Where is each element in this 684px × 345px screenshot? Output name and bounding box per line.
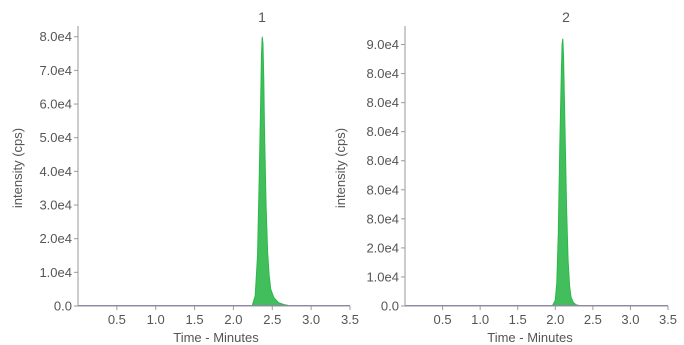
chart-1-x-axis-label: Time - Minutes [173,330,259,345]
chart-1-title: 1 [258,9,266,25]
chart-1-y-tick-label: 1.0e4 [39,265,72,280]
chart-1-y-axis-label: intensity (cps) [10,128,25,208]
chart-2-series-1-area [405,38,668,307]
chart-1-y-tick-label: 6.0e4 [39,97,72,112]
chart-1-y-tick-label: 0.0 [54,299,72,314]
chart-1-y-tick-label: 3.0e4 [39,198,72,213]
chart-2-x-tick-label: 1.0 [471,312,489,327]
chart-1-x-tick-label: 3.5 [341,312,359,327]
chart-2-y-tick-label: 2.0e4 [366,240,399,255]
chart-2-x-tick-label: 3.5 [659,312,677,327]
chart-1-y-tick-label: 4.0e4 [39,164,72,179]
chart-2-y-tick-label: 8.0e4 [366,182,399,197]
chart-panel-1: 1 intensity (cps) Time - Minutes 0.0 1.0e… [10,9,359,345]
chart-2-x-tick-label: 3.0 [621,312,639,327]
chart-1-x-tick-label: 2.0 [224,312,242,327]
chart-1-x-tick-label: 1.5 [186,312,204,327]
chart-2-x-tick-label: 0.5 [434,312,452,327]
chart-1-x-tick-label: 3.0 [302,312,320,327]
chart-panel-2: 2 intensity (cps) Time - Minutes 0.0 1.0e… [333,9,677,345]
chart-1-x-tick-label: 1.0 [147,312,165,327]
chart-2-y-tick-label: 9.0e4 [366,37,399,52]
chart-2-y-tick-label: 8.0e4 [366,66,399,81]
chart-2-y-tick-label: 1.0e4 [366,269,399,284]
chart-1-y-tick-label: 2.0e4 [39,231,72,246]
chart-2-y-tick-label: 8.0e4 [366,124,399,139]
chart-2-y-tick-label: 8.0e4 [366,95,399,110]
chart-2-y-tick-label: 8.0e4 [366,153,399,168]
chart-2-x-axis-label: Time - Minutes [487,330,573,345]
chart-1-series-1-area [78,36,350,307]
chart-1-y-tick-label: 7.0e4 [39,63,72,78]
chart-2-y-tick-label: 0.0 [381,299,399,314]
chart-1-y-tick-label: 5.0e4 [39,130,72,145]
chart-1-x-tick-label: 2.5 [263,312,281,327]
chart-2-title: 2 [562,9,570,25]
chart-1-y-tick-label: 8.0e4 [39,29,72,44]
chart-2-y-axis-label: intensity (cps) [333,128,348,208]
chart-2-y-tick-label: 8.0e4 [366,211,399,226]
chart-2-x-tick-label: 2.5 [584,312,602,327]
chart-2-x-tick-label: 2.0 [546,312,564,327]
chart-1-x-tick-label: 0.5 [108,312,126,327]
chart-2-x-tick-label: 1.5 [509,312,527,327]
